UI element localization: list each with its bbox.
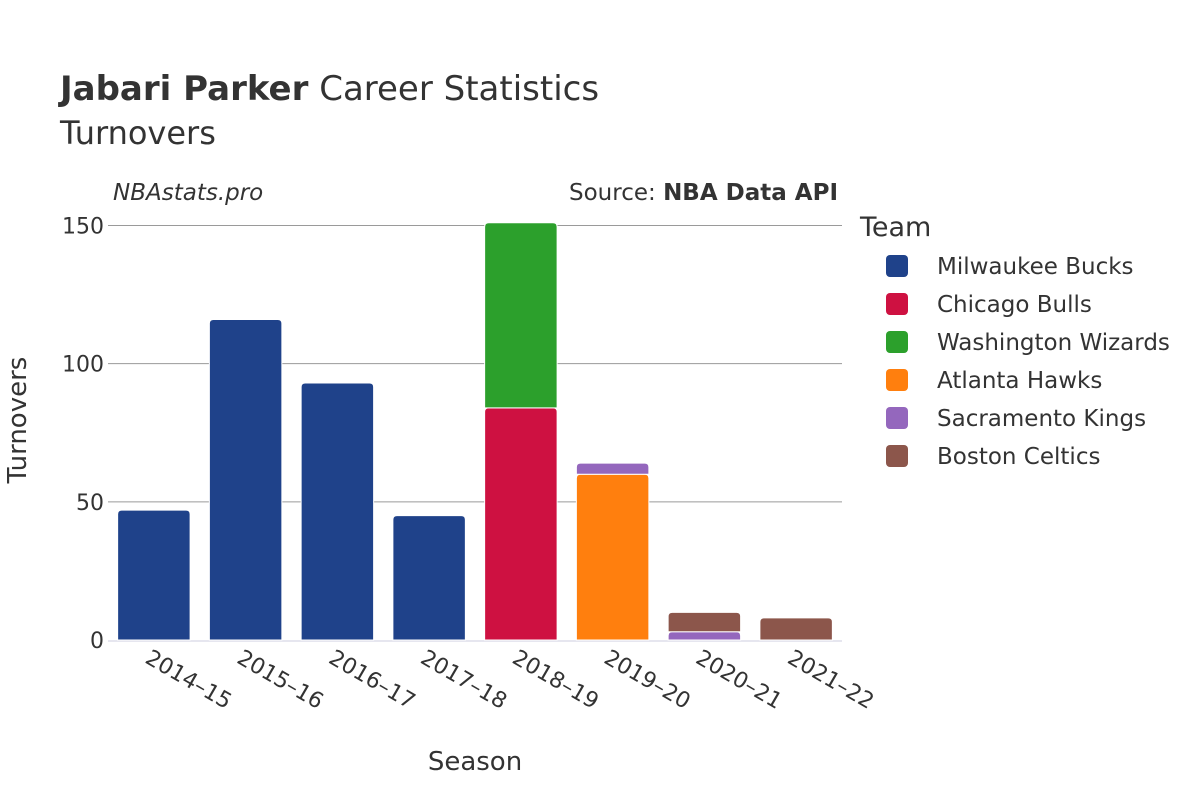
x-tick-label: 2021–22 [783, 646, 878, 715]
x-axis-title: Season [428, 747, 522, 777]
legend-label: Boston Celtics [937, 444, 1100, 470]
bar-segment[interactable] [759, 617, 833, 641]
title-rest: Career Statistics [308, 69, 599, 109]
bar-segment[interactable] [484, 407, 558, 641]
bar-segment[interactable] [117, 509, 191, 641]
bar-segment[interactable] [667, 611, 742, 633]
legend-label: Milwaukee Bucks [937, 254, 1134, 280]
legend-item[interactable]: Milwaukee Bucks [886, 254, 1134, 280]
chart-subtitle: Turnovers [59, 114, 216, 152]
x-tick-label: 2016–17 [324, 646, 419, 715]
x-tick-label: 2019–20 [600, 646, 695, 715]
legend-label: Chicago Bulls [937, 292, 1092, 318]
legend-item[interactable]: Boston Celtics [886, 444, 1100, 470]
bars [117, 222, 833, 641]
x-tick-label: 2015–16 [233, 646, 328, 715]
legend-title: Team [859, 212, 931, 243]
y-tick-labels: 0 50 100 150 [62, 215, 104, 654]
title-player-name: Jabari Parker [58, 69, 309, 109]
legend-item[interactable]: Atlanta Hawks [886, 368, 1102, 394]
bar-segment[interactable] [575, 473, 650, 641]
source-label: Source: NBA Data API [569, 180, 838, 206]
legend-item[interactable]: Washington Wizards [886, 330, 1170, 356]
x-tick-label: 2014–15 [141, 646, 236, 715]
legend-label: Atlanta Hawks [937, 368, 1102, 394]
y-tick-label: 50 [76, 491, 104, 516]
x-tick-label: 2018–19 [508, 646, 603, 715]
legend-swatch [886, 255, 908, 277]
legend-swatch [886, 293, 908, 315]
source-prefix: Source: [569, 180, 663, 206]
legend-item[interactable]: Chicago Bulls [886, 292, 1092, 318]
bar-segment[interactable] [300, 382, 375, 641]
y-axis-title: Turnovers [3, 357, 33, 485]
legend-swatch [886, 445, 908, 467]
y-tick-label: 0 [90, 629, 104, 654]
legend-swatch [886, 407, 908, 429]
bar-segment[interactable] [392, 515, 466, 641]
bar-segment[interactable] [484, 222, 558, 409]
chart-title: Jabari Parker Career Statistics [58, 69, 599, 109]
bar-segment[interactable] [208, 318, 283, 641]
legend-swatch [886, 331, 908, 353]
y-tick-label: 100 [62, 353, 104, 378]
x-tick-labels: 2014–152015–162016–172017–182018–192019–… [141, 646, 878, 715]
legend-swatch [886, 369, 908, 391]
legend-label: Washington Wizards [937, 330, 1170, 356]
x-tick-label: 2020–21 [691, 646, 786, 715]
y-tick-label: 150 [62, 215, 104, 240]
source-name: NBA Data API [663, 180, 838, 206]
legend-label: Sacramento Kings [937, 406, 1146, 432]
bar-segment[interactable] [575, 462, 650, 475]
legend-item[interactable]: Sacramento Kings [886, 406, 1146, 432]
bar-segment[interactable] [667, 631, 742, 641]
legend[interactable]: Milwaukee Bucks Chicago Bulls Washington W… [886, 254, 1170, 470]
x-tick-label: 2017–18 [416, 646, 511, 715]
brand-label: NBAstats.pro [113, 180, 263, 206]
